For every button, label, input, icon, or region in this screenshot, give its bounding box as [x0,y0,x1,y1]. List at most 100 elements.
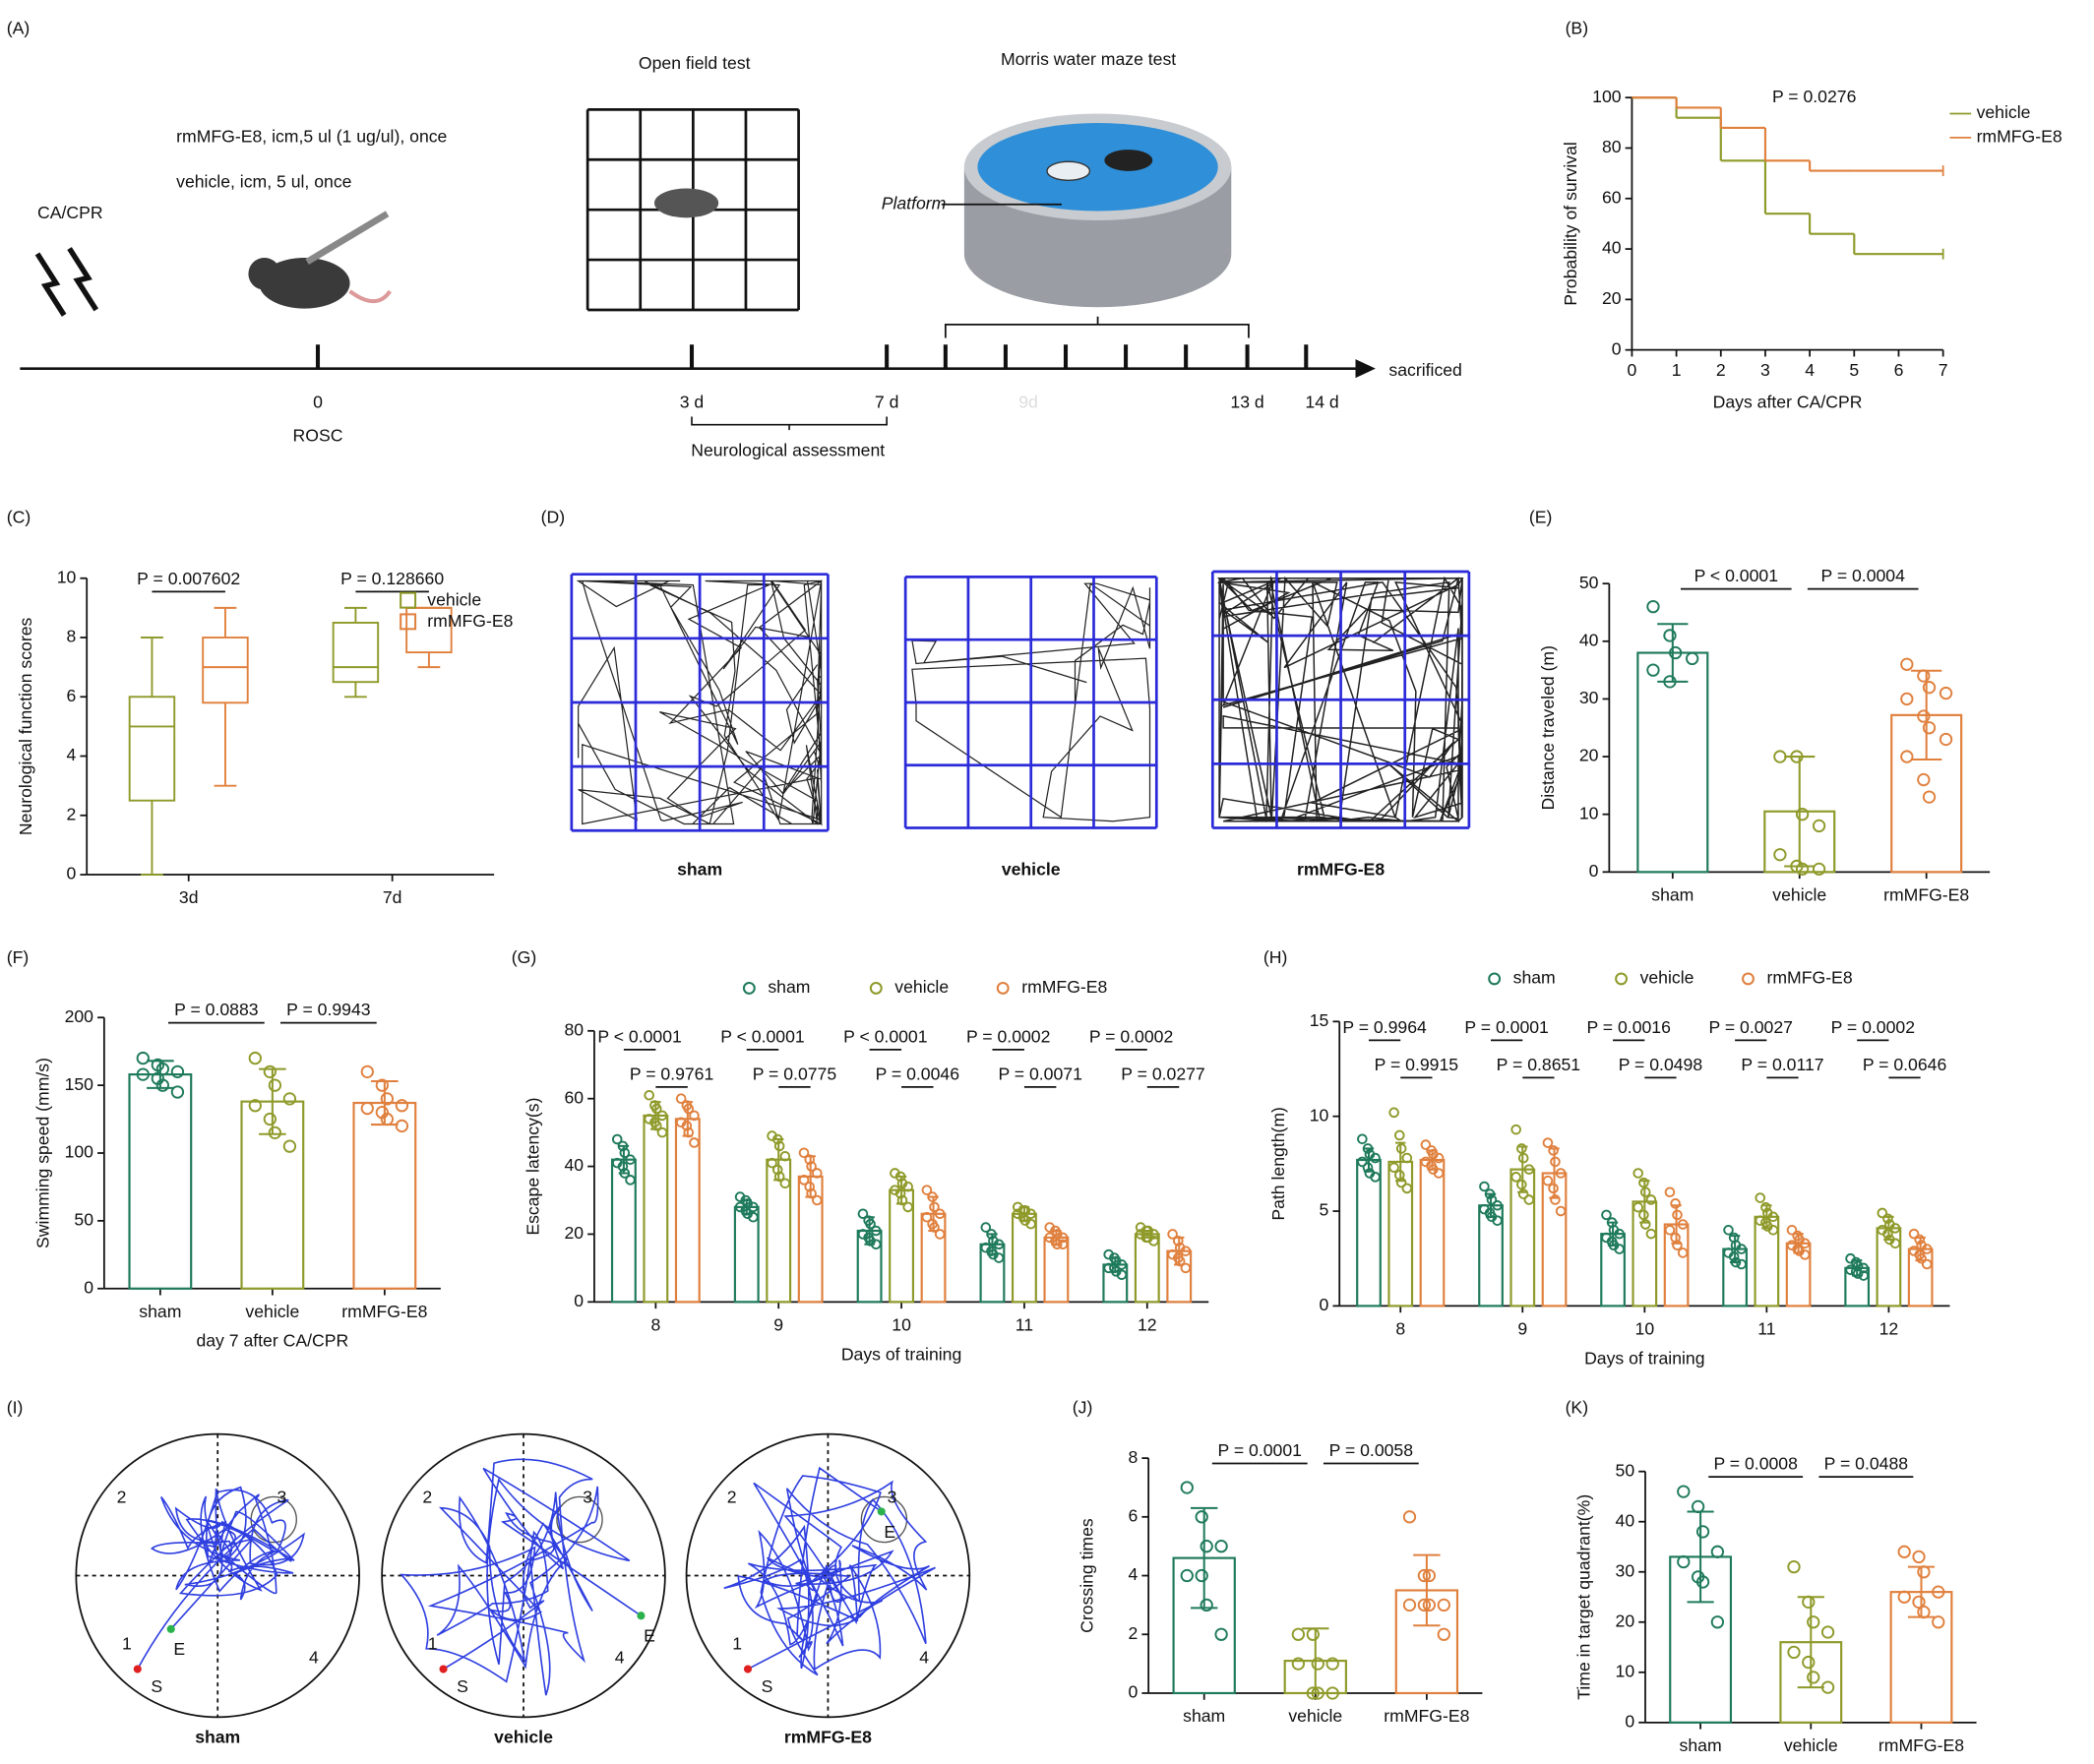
y-tick-label: 80 [564,1019,584,1039]
y-tick-label: 0 [1612,338,1622,358]
data-point [1877,1207,1888,1219]
legend-label: sham [1513,968,1556,988]
swim-path [400,1458,642,1696]
data-point [651,1103,662,1115]
data-point [934,1229,946,1240]
mouse-tail [348,289,392,304]
data-point [1173,1236,1184,1247]
data-point [1195,1568,1208,1583]
x-tick-label: 8 [650,1314,660,1334]
data-point [681,1120,693,1131]
data-point [1917,772,1931,787]
data-point [929,1222,940,1233]
data-point [617,1161,629,1172]
comparison-label: P = 0.0027 [1709,1017,1793,1037]
pool-label: rmMFG-E8 [784,1728,872,1747]
data-point [1311,1657,1324,1671]
panel-label: (I) [7,1398,24,1418]
data-point [644,1089,655,1101]
comparison-label: P = 0.0277 [1121,1064,1204,1083]
y-tick-label: 40 [564,1155,584,1175]
timeline-label: 0 [313,393,323,412]
data-point [1664,1186,1676,1198]
data-point [1672,1240,1683,1251]
data-point [1057,1239,1069,1250]
start-label: S [762,1676,773,1696]
data-point [651,1120,662,1131]
data-point [1736,1258,1748,1270]
start-dot [439,1665,448,1673]
data-point [1802,1595,1816,1610]
y-tick-label: 6 [1128,1505,1138,1525]
data-point [1200,1598,1213,1612]
data-point [395,1119,409,1133]
y-tick-label: 4 [67,745,77,764]
syringe [305,211,390,266]
y-tick-label: 60 [1602,187,1622,207]
comparison-label: P = 0.0775 [753,1064,837,1083]
data-point [1889,1223,1901,1234]
data-point [1820,1625,1835,1639]
y-tick-label: 8 [1128,1447,1138,1467]
legend-swatch [996,981,1010,995]
x-axis-label: Days after CA/CPR [1713,393,1863,412]
data-point [1370,1152,1381,1164]
data-point [683,1103,695,1115]
data-point [1517,1152,1529,1164]
x-tick-label: 10 [1635,1318,1655,1338]
data-point [1486,1194,1498,1205]
data-point [1664,1225,1676,1236]
y-tick-label: 100 [65,1142,94,1162]
data-point [689,1110,700,1122]
x-tick-label: 11 [1016,1314,1033,1334]
data-point [1542,1137,1554,1148]
quadrant-label: 4 [615,1647,625,1667]
comparison-label: P = 0.9761 [630,1064,713,1083]
data-point [1357,1133,1368,1145]
data-point [1691,1499,1705,1514]
comparison-label: P = 0.0498 [1619,1055,1703,1074]
data-point [625,1154,636,1165]
x-tick-label: rmMFG-E8 [1883,884,1969,904]
data-point [1900,750,1914,763]
data-point [806,1187,817,1199]
y-tick-label: 0 [1320,1295,1329,1314]
data-point [263,1064,277,1078]
comparison-label: P = 0.9915 [1375,1055,1459,1074]
data-point [170,1064,185,1078]
x-tick-label: 12 [1138,1314,1157,1334]
data-point [1773,848,1787,862]
water-maze-label: Morris water maze test [1001,49,1176,69]
data-point [773,1171,785,1183]
y-axis-label: Neurological function scores [16,618,35,836]
data-point [1677,1554,1691,1569]
timeline-label: 9d [1018,393,1038,412]
comparison-label: P = 0.0008 [1713,1454,1798,1474]
data-point [1417,1598,1432,1612]
panel-label: (K) [1566,1398,1589,1418]
data-point [282,1092,297,1106]
start-label: S [151,1676,162,1696]
x-tick-label: rmMFG-E8 [1878,1735,1964,1755]
comparison-label: P < 0.0001 [597,1026,681,1046]
y-axis-label: Path length(m) [1268,1107,1288,1221]
data-point [865,1218,876,1230]
data-point [1517,1188,1529,1199]
x-tick-label: 7d [383,887,402,907]
legend-label: vehicle [1640,968,1694,988]
track [911,582,1151,822]
x-tick-label: 10 [892,1314,911,1334]
data-point [1645,1194,1657,1205]
data-point [683,1126,695,1138]
end-label: E [884,1522,895,1542]
start-dot [133,1665,142,1673]
legend-swatch [869,981,883,995]
data-point [155,1078,170,1092]
data-point [268,1078,282,1092]
data-point [1912,1595,1926,1610]
data-point [1646,599,1660,614]
data-point [1632,1168,1644,1179]
data-point [1786,1225,1798,1236]
mouse-icon [259,258,350,309]
data-point [1728,1250,1740,1262]
